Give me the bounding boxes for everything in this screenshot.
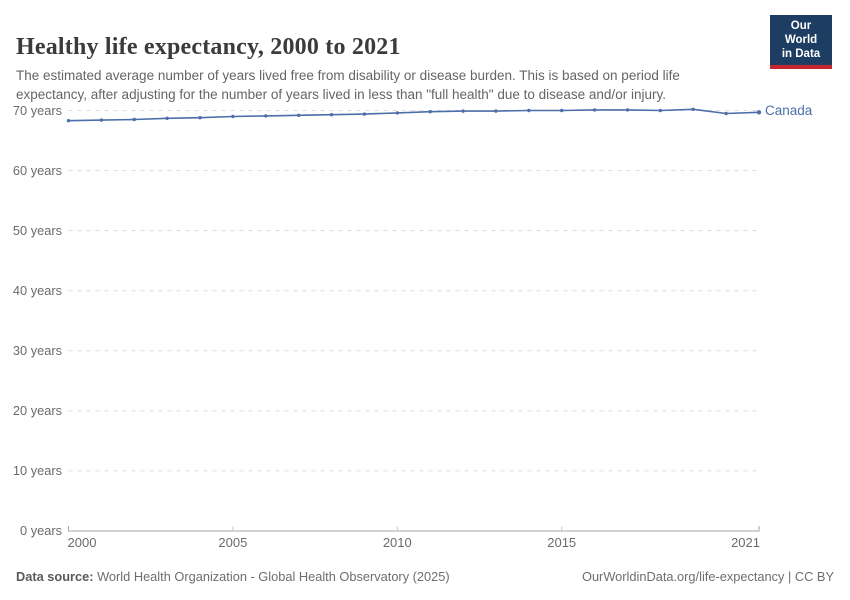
data-point[interactable] [691,107,695,111]
data-source-note: Data source: World Health Organization -… [16,569,450,584]
data-point[interactable] [132,117,136,122]
page-title: Healthy life expectancy, 2000 to 2021 [16,34,401,61]
data-point[interactable] [756,110,762,115]
data-point[interactable] [428,110,432,114]
data-point[interactable] [264,114,268,118]
data-point[interactable] [625,108,630,112]
y-tick-label: 70 years [12,102,62,118]
data-point[interactable] [592,108,597,112]
data-point[interactable] [296,113,301,118]
data-source-label: Data source: [16,569,94,584]
data-point[interactable] [395,111,400,115]
data-point[interactable] [165,116,169,121]
data-point[interactable] [560,108,564,113]
data-point[interactable] [362,112,367,116]
y-tick-label: 60 years [12,162,62,178]
series-label-canada[interactable]: Canada [765,103,813,119]
y-tick-label: 20 years [12,402,62,418]
data-point[interactable] [231,114,235,119]
data-point[interactable] [724,111,728,116]
data-point[interactable] [66,119,71,123]
x-tick-label: 2010 [382,535,412,550]
chart-subtitle: The estimated average number of years li… [16,67,680,102]
x-tick-label: 2000 [67,535,97,550]
credit-line: OurWorldinData.org/life-expectancy | CC … [581,569,834,584]
owid-logo-line1: Our World [784,20,818,46]
chart-footer: Data source: World Health Organization -… [16,569,834,584]
y-tick-label: 10 years [12,462,62,478]
y-tick-label: 50 years [12,222,62,238]
owid-logo[interactable]: Our World in Data [770,15,832,70]
data-source-text: World Health Organization - Global Healt… [93,569,450,584]
x-tick-label: 2015 [547,535,577,550]
x-axis [68,526,760,532]
data-point[interactable] [658,108,663,113]
y-tick-label: 0 years [20,523,62,538]
y-tick-label: 30 years [12,342,62,358]
data-point[interactable] [198,116,202,120]
owid-logo-line2: in Data [781,47,821,60]
x-tick-label: 2005 [218,535,248,550]
y-tick-label: 40 years [12,282,62,298]
x-tick-label: 2021 [731,535,760,550]
data-point[interactable] [494,109,498,113]
data-point[interactable] [461,109,465,113]
data-point[interactable] [99,118,104,122]
data-point[interactable] [329,113,334,117]
canada-line[interactable] [67,108,760,122]
data-point[interactable] [527,108,531,113]
